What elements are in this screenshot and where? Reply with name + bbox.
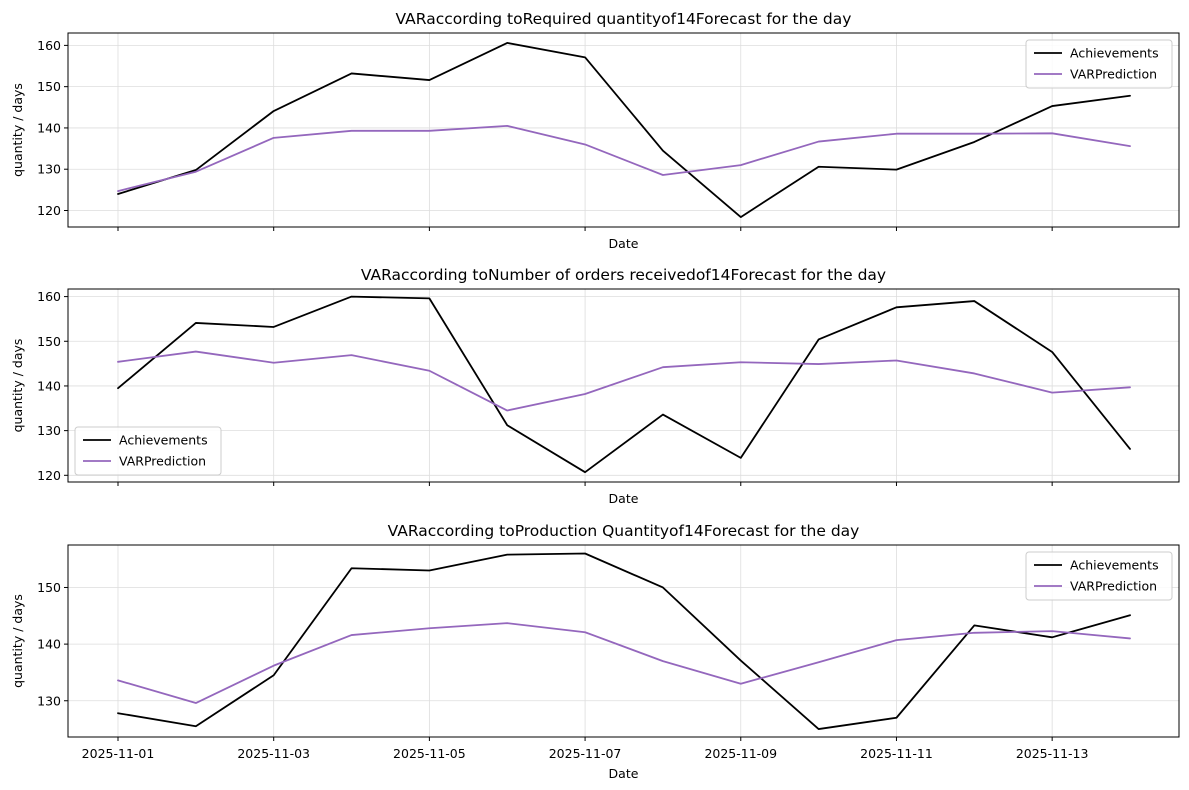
y-tick-label: 120 — [37, 203, 61, 218]
legend-label: VARPrediction — [119, 454, 206, 469]
legend-label: Achievements — [119, 433, 208, 448]
y-tick-label: 130 — [37, 162, 61, 177]
legend: Achievements VARPrediction — [74, 426, 222, 476]
series-line-achievements — [117, 42, 1131, 218]
series-line-achievements — [117, 552, 1131, 730]
legend-label: Achievements — [1070, 46, 1159, 61]
legend-label: Achievements — [1070, 558, 1159, 573]
series-line-var-prediction — [117, 622, 1131, 704]
y-tick-label: 150 — [37, 334, 61, 349]
legend-box — [74, 426, 222, 476]
y-tick-label: 140 — [37, 120, 61, 135]
x-tick-label: 2025-11-01 — [82, 746, 155, 761]
legend-label: VARPrediction — [1070, 579, 1157, 594]
grid — [68, 33, 1179, 227]
y-tick-label: 140 — [37, 637, 61, 652]
series-line-achievements — [117, 295, 1131, 474]
x-tick-label: 2025-11-13 — [1016, 746, 1089, 761]
y-tick-label: 120 — [37, 468, 61, 483]
plot-frame — [67, 544, 1180, 738]
chart-title: VARaccording toNumber of orders received… — [361, 266, 886, 284]
chart-title: VARaccording toRequired quantityof14Fore… — [396, 10, 852, 28]
chart-panel-2: 120 130 140 150 160 VARaccording toNumber of … — [10, 266, 1180, 506]
x-tick-label: 2025-11-11 — [860, 746, 933, 761]
y-tick-label: 160 — [37, 38, 61, 53]
y-tick-label: 150 — [37, 79, 61, 94]
x-tick-label: 2025-11-03 — [237, 746, 310, 761]
plot-frame — [67, 32, 1180, 228]
y-tick-label: 160 — [37, 289, 61, 304]
x-axis-label: Date — [609, 766, 639, 781]
legend-box — [1025, 551, 1173, 601]
y-axis-label: quantity / days — [10, 83, 25, 177]
x-tick-label: 2025-11-05 — [393, 746, 466, 761]
series-line-var-prediction — [117, 124, 1131, 192]
legend: Achievements VARPrediction — [1025, 551, 1173, 601]
y-axis-label: quantity / days — [10, 339, 25, 433]
legend-label: VARPrediction — [1070, 67, 1157, 82]
y-tick-label: 130 — [37, 423, 61, 438]
x-tick-label: 2025-11-09 — [704, 746, 777, 761]
y-tick-label: 150 — [37, 580, 61, 595]
chart-title: VARaccording toProduction Quantityof14Fo… — [388, 522, 860, 540]
chart-panel-1: 120 130 140 150 160 VARaccording toRequired q… — [10, 10, 1180, 251]
y-tick-label: 130 — [37, 693, 61, 708]
plot-frame — [67, 288, 1180, 483]
legend: Achievements VARPrediction — [1025, 39, 1173, 89]
series-line-var-prediction — [117, 350, 1131, 412]
y-axis-label: quantity / days — [10, 594, 25, 688]
chart-panel-3: 130 140 150 2025-11-01 2025-11-03 2025-11-05 2… — [10, 522, 1180, 781]
grid — [68, 545, 1179, 737]
x-axis-label: Date — [609, 491, 639, 506]
y-tick-label: 140 — [37, 378, 61, 393]
x-axis-label: Date — [609, 236, 639, 251]
grid — [68, 289, 1179, 482]
legend-box — [1025, 39, 1173, 89]
x-tick-label: 2025-11-07 — [549, 746, 622, 761]
